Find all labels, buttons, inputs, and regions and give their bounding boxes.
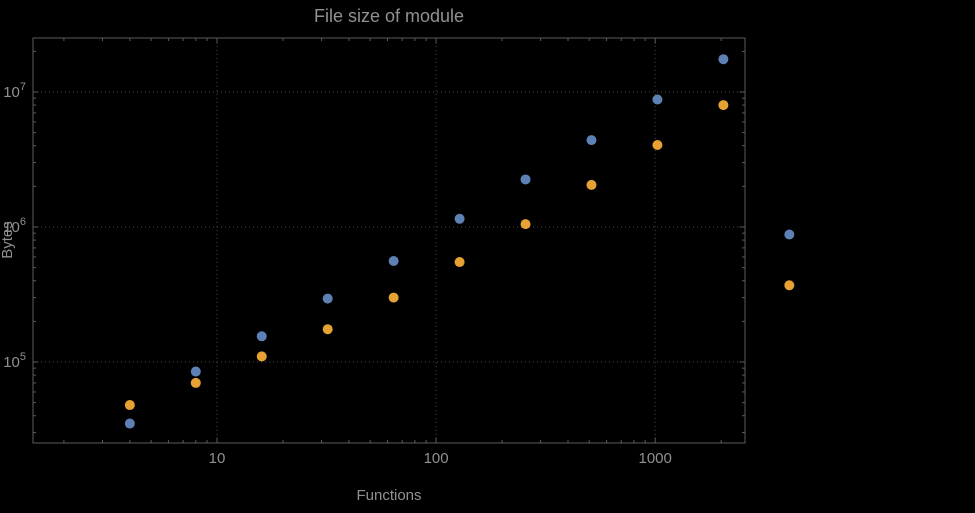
data-point-series-blue [388, 255, 399, 266]
data-point-series-blue [124, 418, 135, 429]
data-point-series-orange [520, 219, 531, 230]
y-tick-labels: 105 106 107 [3, 81, 26, 371]
x-tick-labels: 10 100 1000 [209, 450, 672, 467]
axis-ticks [33, 38, 745, 443]
data-point-series-blue [454, 213, 465, 224]
y-axis-label: Bytes [0, 221, 16, 259]
data-point-series-orange [784, 280, 795, 291]
data-point-series-orange [454, 257, 465, 268]
x-tick-label: 1000 [638, 450, 671, 467]
y-tick-label: 107 [3, 81, 26, 101]
plot-frame [32, 37, 746, 444]
data-point-series-orange [718, 100, 729, 111]
data-point-series-orange [586, 179, 597, 190]
x-tick-label: 100 [424, 450, 449, 467]
series-blue-points [124, 54, 795, 429]
x-axis-label: Functions [356, 487, 422, 504]
series-orange-points [124, 100, 795, 411]
data-point-series-orange [124, 400, 135, 411]
data-point-series-blue [718, 54, 729, 65]
data-point-series-orange [388, 292, 399, 303]
data-point-series-orange [652, 139, 663, 150]
data-point-series-blue [784, 229, 795, 240]
data-point-series-blue [652, 94, 663, 105]
data-point-series-blue [322, 293, 333, 304]
chart-title: File size of module [313, 6, 465, 26]
data-point-series-orange [256, 351, 267, 362]
data-point-series-blue [520, 174, 531, 185]
y-tick-label: 106 [3, 216, 26, 236]
data-point-series-blue [256, 331, 267, 342]
data-point-series-orange [322, 324, 333, 335]
data-point-series-blue [586, 135, 597, 146]
data-point-series-orange [190, 377, 201, 388]
data-point-series-blue [190, 366, 201, 377]
y-tick-label: 105 [3, 351, 26, 371]
grid-lines [33, 38, 745, 443]
x-tick-label: 10 [209, 450, 226, 467]
